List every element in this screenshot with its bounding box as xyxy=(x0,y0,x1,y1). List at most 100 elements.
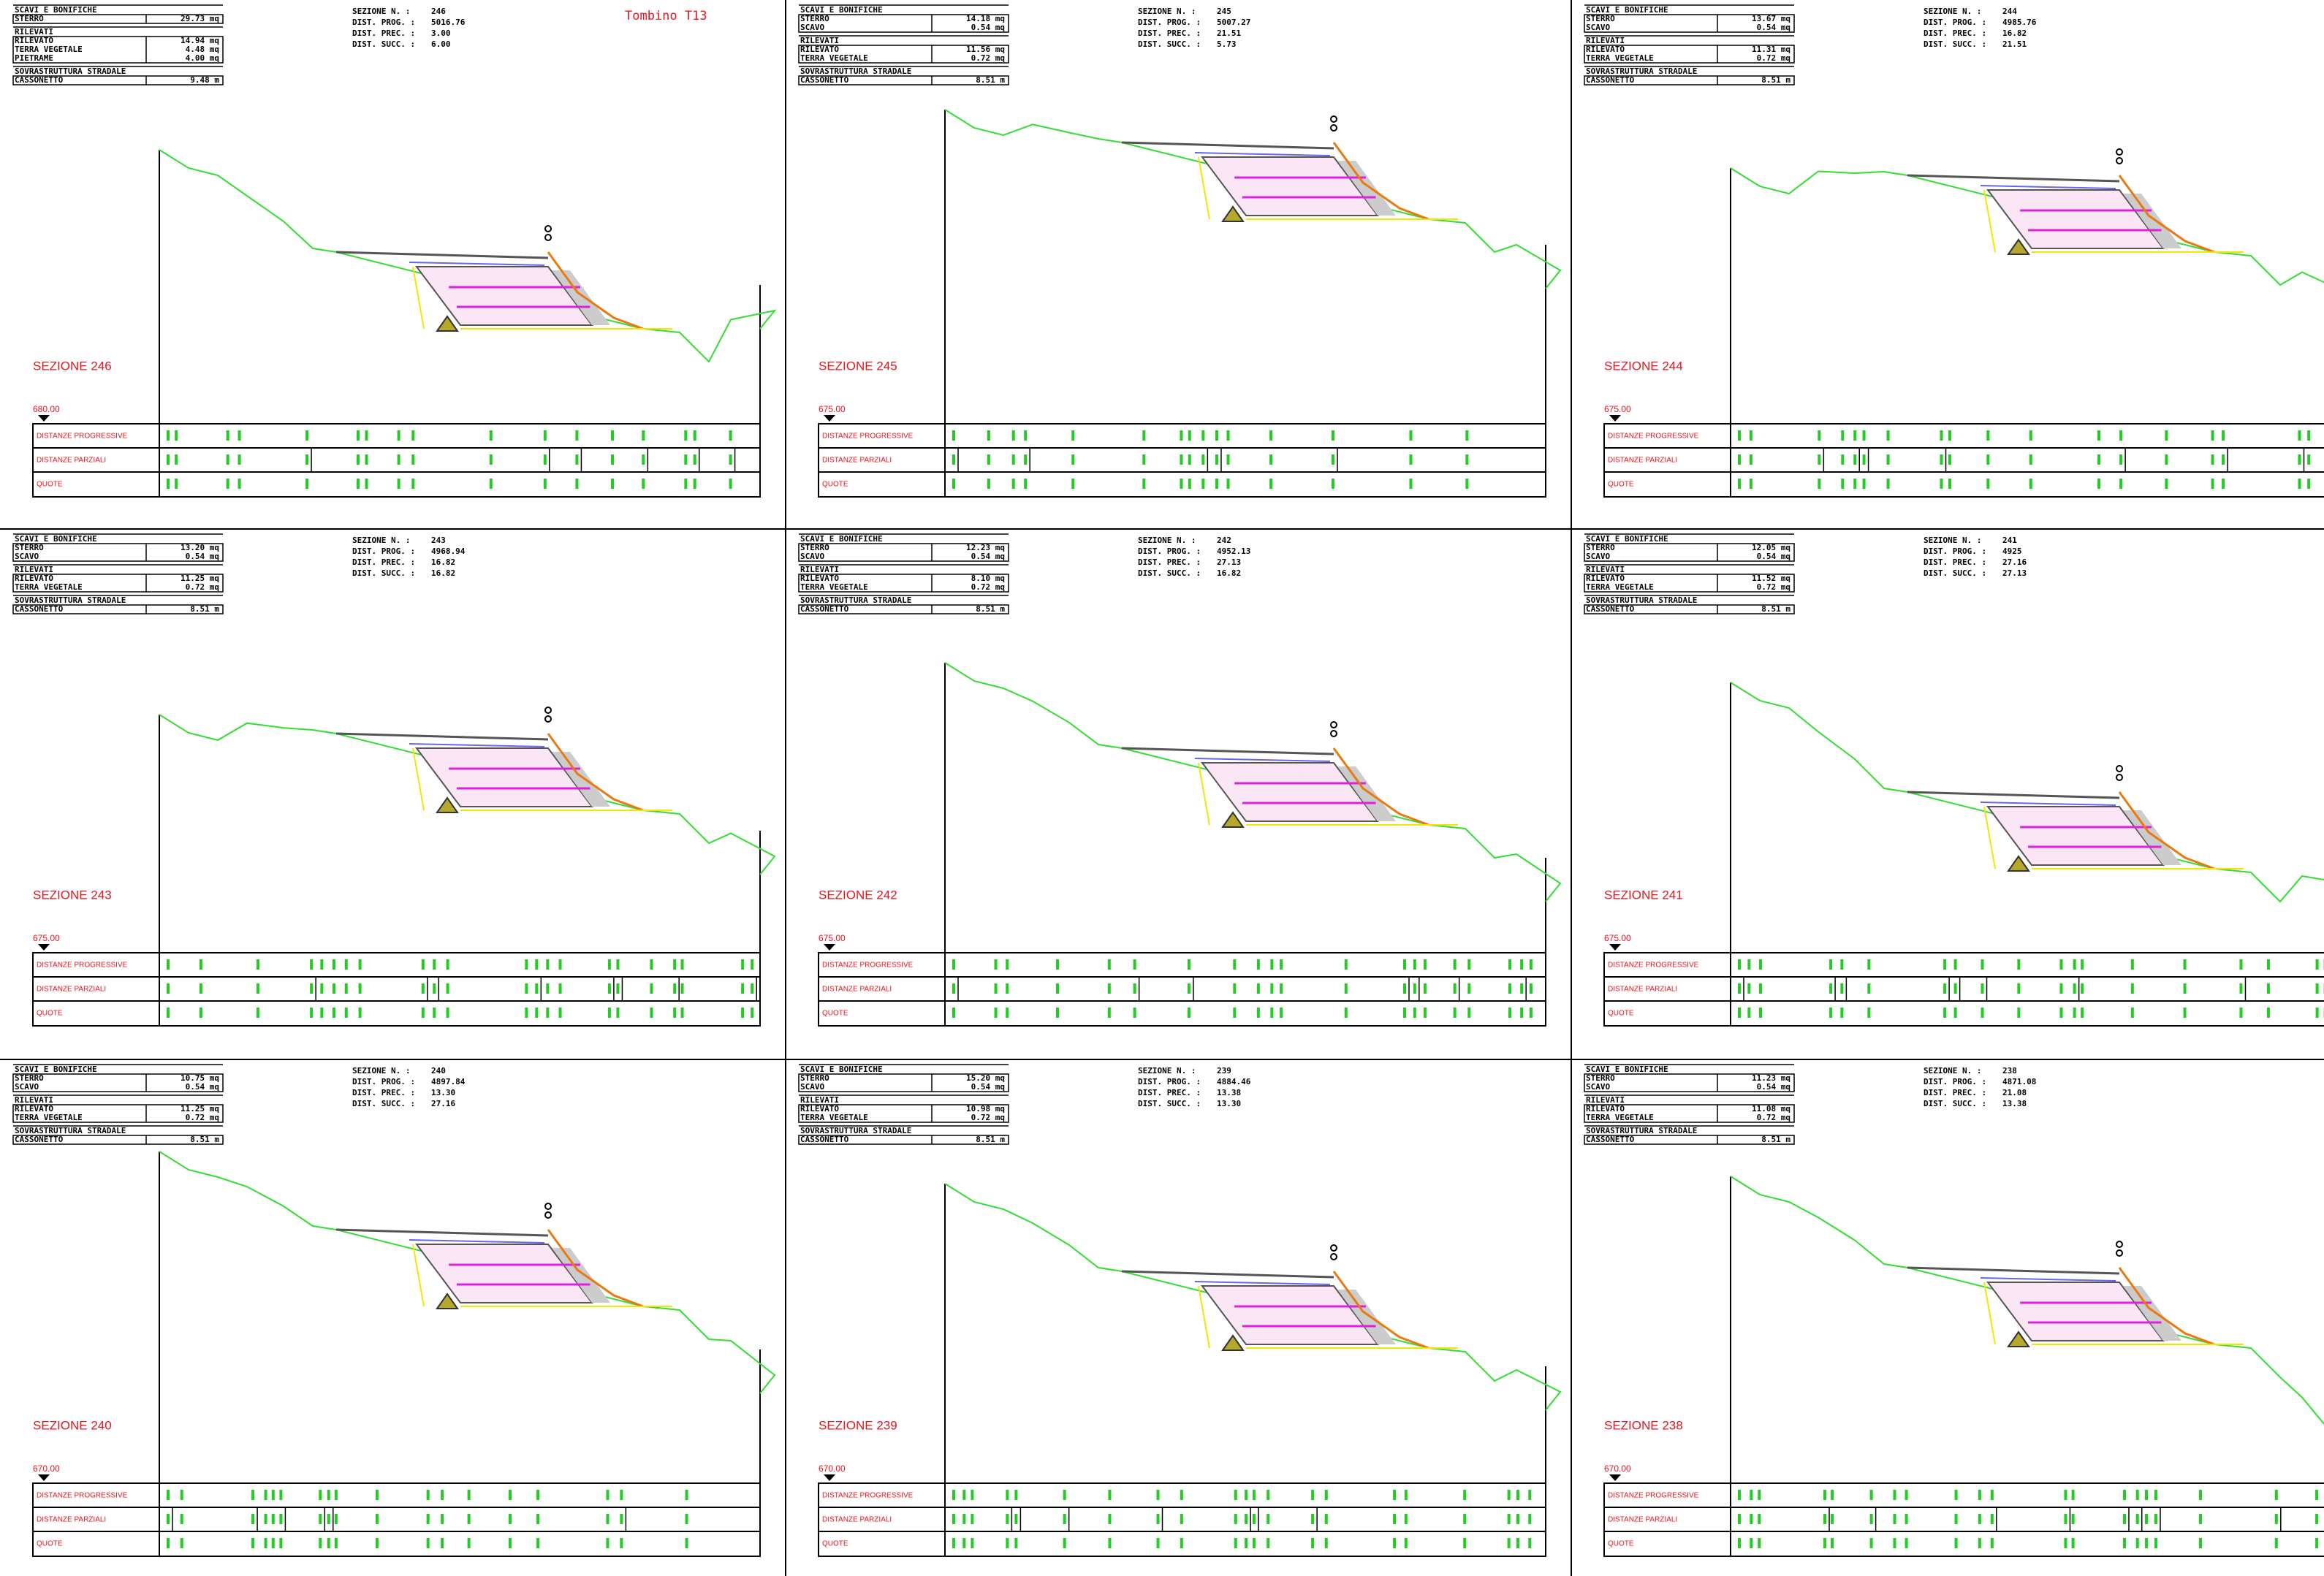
band-entry xyxy=(693,479,696,489)
info-value: 241 xyxy=(2002,536,2017,545)
info-value: 244 xyxy=(2002,7,2017,16)
item-value: 0.72 mq xyxy=(1757,582,1791,592)
item-value: 8.51 m xyxy=(1761,1135,1791,1144)
band-entry xyxy=(1201,479,1205,489)
band-entry xyxy=(1280,983,1283,994)
band-entry xyxy=(1840,959,1844,970)
item-value: 8.51 m xyxy=(1761,75,1791,85)
info-value: 4884.46 xyxy=(1217,1077,1251,1086)
info-value: 242 xyxy=(1217,536,1231,545)
band-entry xyxy=(446,1008,449,1018)
band-entry xyxy=(2315,1490,2319,1500)
band-entry xyxy=(611,430,615,441)
item-label: CASSONETTO xyxy=(1586,1135,1635,1144)
band-entry xyxy=(2266,983,2270,994)
band-entry xyxy=(251,1514,255,1524)
item-value: 8.51 m xyxy=(190,1135,219,1144)
band-entry xyxy=(1404,1490,1408,1500)
drain-marker xyxy=(1221,1334,1245,1351)
band-entry xyxy=(606,1514,610,1524)
band-entry xyxy=(575,479,579,489)
band-entry xyxy=(558,1008,562,1018)
band-entry xyxy=(1006,1514,1009,1524)
band-entry xyxy=(2135,1490,2139,1500)
pavement xyxy=(1121,1270,1334,1279)
info-label: SEZIONE N. : xyxy=(1924,1066,1981,1076)
info-label: DIST. PROG. : xyxy=(1138,1077,1201,1086)
group-box xyxy=(798,1073,1009,1092)
subgrade xyxy=(409,1239,545,1244)
band-entry xyxy=(2154,1490,2157,1500)
band-entry xyxy=(1270,1008,1274,1018)
item-label: RILEVATO xyxy=(800,574,839,583)
band-entry xyxy=(1063,1490,1066,1500)
band-entry xyxy=(2059,983,2063,994)
band-entry xyxy=(319,1538,322,1548)
band-label: QUOTE xyxy=(37,1540,63,1548)
band-entry xyxy=(356,479,360,489)
band-entry xyxy=(1818,430,1821,441)
band-entry xyxy=(2165,479,2168,489)
band-entry xyxy=(525,1008,528,1018)
info-value: 21.08 xyxy=(2002,1088,2027,1097)
band-entry xyxy=(1986,479,1990,489)
band-entry xyxy=(741,1008,745,1018)
band-entry xyxy=(332,983,335,994)
band-entry xyxy=(1024,454,1028,465)
band-entry xyxy=(1188,454,1191,465)
section-title: SEZIONE 238 xyxy=(1604,1418,1683,1432)
band-entry xyxy=(1063,1514,1066,1524)
toe-line xyxy=(412,266,425,330)
info-label: DIST. PROG. : xyxy=(352,547,415,556)
band-entry xyxy=(1520,983,1524,994)
band-entry xyxy=(2064,1490,2067,1500)
band-entry xyxy=(467,1514,471,1524)
info-label: DIST. PROG. : xyxy=(352,18,415,27)
band-entry xyxy=(2064,1514,2067,1524)
band-entry xyxy=(2274,1514,2278,1524)
band-entry xyxy=(1749,454,1753,465)
group-title: SOVRASTRUTTURA STRADALE xyxy=(800,66,911,76)
info-label: SEZIONE N. : xyxy=(352,7,410,16)
band-entry xyxy=(1831,1538,1834,1548)
slope-line xyxy=(2118,1267,2215,1346)
band-entry xyxy=(1453,959,1457,970)
item-value: 0.54 mq xyxy=(971,23,1005,32)
subgrade xyxy=(1194,1281,1331,1285)
band-entry xyxy=(952,430,955,441)
band-entry xyxy=(1940,454,1943,465)
info-value: 13.30 xyxy=(1217,1099,1241,1108)
group-title: SCAVI E BONIFICHE xyxy=(1586,5,1668,15)
band-entry xyxy=(2081,1008,2084,1018)
band-entry xyxy=(167,430,170,441)
band-entry xyxy=(1201,430,1205,441)
band-entry xyxy=(334,1538,338,1548)
band-entry xyxy=(1267,1514,1270,1524)
item-label: RILEVATO xyxy=(15,1104,53,1114)
band-entry xyxy=(1234,1490,1237,1500)
band-entry xyxy=(446,983,449,994)
band-entry xyxy=(685,1490,688,1500)
band-entry xyxy=(558,959,562,970)
band-entry xyxy=(256,983,259,994)
item-label: SCAVO xyxy=(800,552,824,561)
band-entry xyxy=(1953,1008,1957,1018)
info-label: DIST. PROG. : xyxy=(1924,1077,1986,1086)
band-entry xyxy=(1402,959,1406,970)
item-value: 8.51 m xyxy=(1761,604,1791,614)
group-box xyxy=(798,1135,1009,1145)
band-entry xyxy=(2135,1538,2139,1548)
band-entry xyxy=(952,454,955,465)
band-entry xyxy=(1453,983,1457,994)
band-entry xyxy=(256,959,259,970)
band-entry xyxy=(1869,1538,1873,1548)
item-label: TERRA VEGETALE xyxy=(15,45,83,54)
slope-line xyxy=(547,733,644,812)
band-entry xyxy=(1270,959,1274,970)
band-entry xyxy=(952,1538,955,1548)
item-value: 0.72 mq xyxy=(971,1113,1005,1122)
band-entry xyxy=(1453,1008,1457,1018)
band-entry xyxy=(1943,959,1947,970)
